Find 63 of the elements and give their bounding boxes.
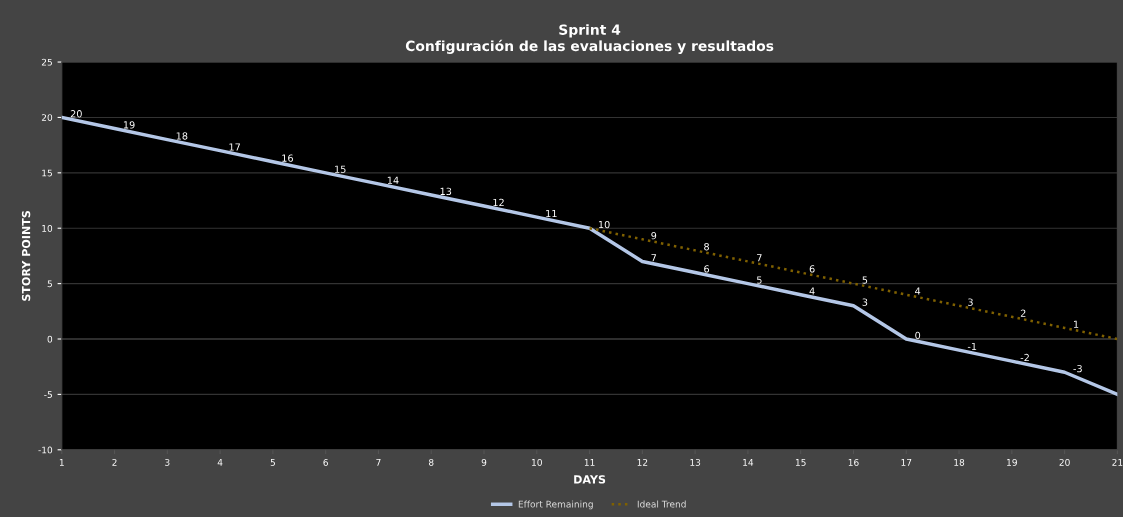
data-label: -3	[1073, 364, 1082, 373]
data-label: 7	[651, 254, 657, 262]
data-label: 4	[809, 287, 815, 295]
x-tick-label: 10	[532, 458, 542, 466]
data-label: 12	[493, 198, 504, 206]
legend-label: Effort Remaining	[518, 500, 593, 510]
x-tick-label: 20	[1059, 458, 1070, 466]
data-label: 17	[229, 143, 240, 151]
data-label: 14	[387, 176, 399, 184]
data-label: -2	[1020, 353, 1029, 362]
data-label: -1	[967, 342, 977, 350]
y-tick-label: -10	[38, 446, 53, 454]
data-label: 8	[704, 243, 709, 251]
data-label: 18	[176, 132, 188, 140]
data-label: 3	[968, 298, 973, 306]
x-tick-label: 14	[743, 459, 754, 466]
x-tick-label: 9	[481, 458, 487, 466]
data-label: 7	[757, 254, 762, 262]
y-tick-label: -5	[44, 391, 52, 398]
x-tick-label: 7	[376, 459, 381, 466]
chart-title: Sprint 4 Configuración de las evaluaciones y resultados	[405, 24, 774, 54]
data-label: 4	[915, 287, 921, 295]
y-tick-label: 5	[47, 280, 52, 288]
x-tick-label: 11	[584, 459, 595, 466]
data-label: 1	[1074, 320, 1079, 328]
data-label: 15	[335, 165, 346, 173]
data-label: 20	[70, 110, 82, 118]
y-tick-label: 15	[42, 169, 52, 177]
data-label: 0	[915, 331, 921, 340]
data-label: 6	[809, 265, 815, 273]
x-tick-label: 21	[1112, 458, 1123, 466]
data-label: 5	[862, 276, 868, 284]
x-tick-label: 13	[690, 458, 701, 466]
x-tick-label: 8	[428, 458, 434, 466]
x-tick-label: 5	[270, 459, 275, 466]
data-label: 10	[598, 220, 610, 229]
y-tick-label: 25	[41, 58, 52, 66]
y-tick-label: 0	[47, 335, 53, 343]
data-label: 19	[123, 121, 135, 129]
x-tick-label: 18	[954, 458, 965, 466]
data-label: 9	[651, 231, 657, 240]
x-tick-label: 2	[112, 458, 117, 466]
data-label: 2	[1020, 309, 1026, 317]
x-tick-label: 4	[217, 459, 223, 466]
y-axis-title: STORY POINTS	[21, 210, 31, 301]
data-label: 11	[546, 209, 557, 218]
legend-label: Ideal Trend	[637, 500, 686, 508]
x-axis-title: DAYS	[574, 475, 606, 484]
x-tick-label: 15	[795, 459, 806, 466]
y-tick-label: 20	[41, 114, 53, 121]
data-label: 6	[704, 265, 710, 273]
x-tick-label: 17	[901, 459, 912, 466]
y-tick-label: 10	[42, 224, 53, 232]
data-label: 3	[862, 298, 868, 306]
data-label: 16	[282, 154, 293, 162]
x-tick-label: 16	[848, 458, 859, 466]
x-tick-label: 12	[637, 458, 648, 466]
data-label: 5	[757, 276, 762, 284]
data-label: 13	[440, 187, 452, 196]
x-tick-label: 6	[323, 458, 328, 466]
x-tick-label: 3	[165, 458, 170, 466]
x-tick-label: 19	[1007, 458, 1017, 466]
x-tick-label: 1	[59, 459, 64, 466]
